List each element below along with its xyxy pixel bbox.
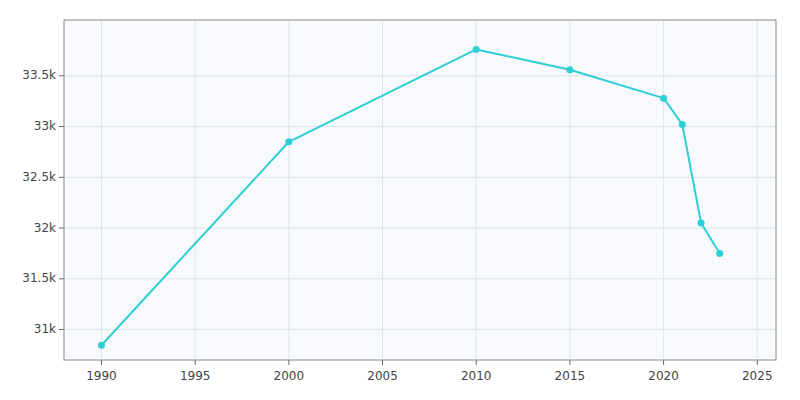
x-tick bbox=[569, 360, 570, 365]
series bbox=[98, 46, 723, 349]
x-grid-line bbox=[663, 20, 664, 360]
y-grid-line bbox=[64, 329, 776, 330]
x-grid-line bbox=[757, 20, 758, 360]
x-tick bbox=[101, 360, 102, 365]
x-tick-label: 2005 bbox=[367, 369, 398, 383]
y-tick-label: 33k bbox=[34, 119, 56, 133]
point bbox=[660, 95, 667, 102]
x-tick bbox=[382, 360, 383, 365]
y-tick bbox=[59, 126, 64, 127]
point bbox=[473, 46, 480, 53]
x-grid-line bbox=[288, 20, 289, 360]
y-tick-label: 33.5k bbox=[22, 68, 56, 82]
x-tick bbox=[195, 360, 196, 365]
x-tick-label: 2000 bbox=[274, 369, 305, 383]
x-grid-line bbox=[476, 20, 477, 360]
x-grid-line bbox=[195, 20, 196, 360]
x-grid-line bbox=[382, 20, 383, 360]
chart-container: 31k 31.5k 32k 32.5k 33k 33.5k 1990 1995 2000 2005… bbox=[0, 0, 800, 400]
y-grid-line bbox=[64, 228, 776, 229]
x-tick-label: 2015 bbox=[555, 369, 586, 383]
y-grid-line bbox=[64, 126, 776, 127]
x-grid-line bbox=[101, 20, 102, 360]
x-tick-label: 2010 bbox=[461, 369, 492, 383]
point bbox=[98, 342, 105, 349]
y-grid-line bbox=[64, 177, 776, 178]
x-tick bbox=[476, 360, 477, 365]
line bbox=[101, 49, 719, 345]
chart: 31k 31.5k 32k 32.5k 33k 33.5k 1990 1995 2000 2005… bbox=[0, 0, 800, 400]
y-tick-label: 31k bbox=[34, 322, 56, 336]
x-tick-label: 2025 bbox=[742, 369, 773, 383]
point bbox=[285, 138, 292, 145]
y-tick bbox=[59, 75, 64, 76]
x-tick bbox=[663, 360, 664, 365]
y-tick bbox=[59, 177, 64, 178]
y-tick bbox=[59, 228, 64, 229]
plot-area bbox=[64, 20, 776, 360]
y-tick bbox=[59, 329, 64, 330]
point bbox=[698, 219, 705, 226]
point bbox=[679, 121, 686, 128]
y-tick bbox=[59, 278, 64, 279]
x-tick bbox=[288, 360, 289, 365]
x-tick-label: 1990 bbox=[86, 369, 117, 383]
y-grid-line bbox=[64, 278, 776, 279]
y-tick-label: 32k bbox=[34, 221, 56, 235]
point bbox=[566, 66, 573, 73]
page: {"chart_data": {"type": "line", "x": [19… bbox=[0, 0, 800, 400]
point bbox=[716, 250, 723, 257]
y-tick-label: 31.5k bbox=[22, 271, 56, 285]
x-tick-label: 2020 bbox=[648, 369, 679, 383]
plot-frame bbox=[64, 20, 776, 360]
axes: 31k 31.5k 32k 32.5k 33k 33.5k 1990 1995 2000 2005… bbox=[22, 68, 772, 383]
x-tick bbox=[757, 360, 758, 365]
x-tick-label: 1995 bbox=[180, 369, 211, 383]
grid bbox=[64, 20, 776, 360]
y-tick-label: 32.5k bbox=[22, 170, 56, 184]
